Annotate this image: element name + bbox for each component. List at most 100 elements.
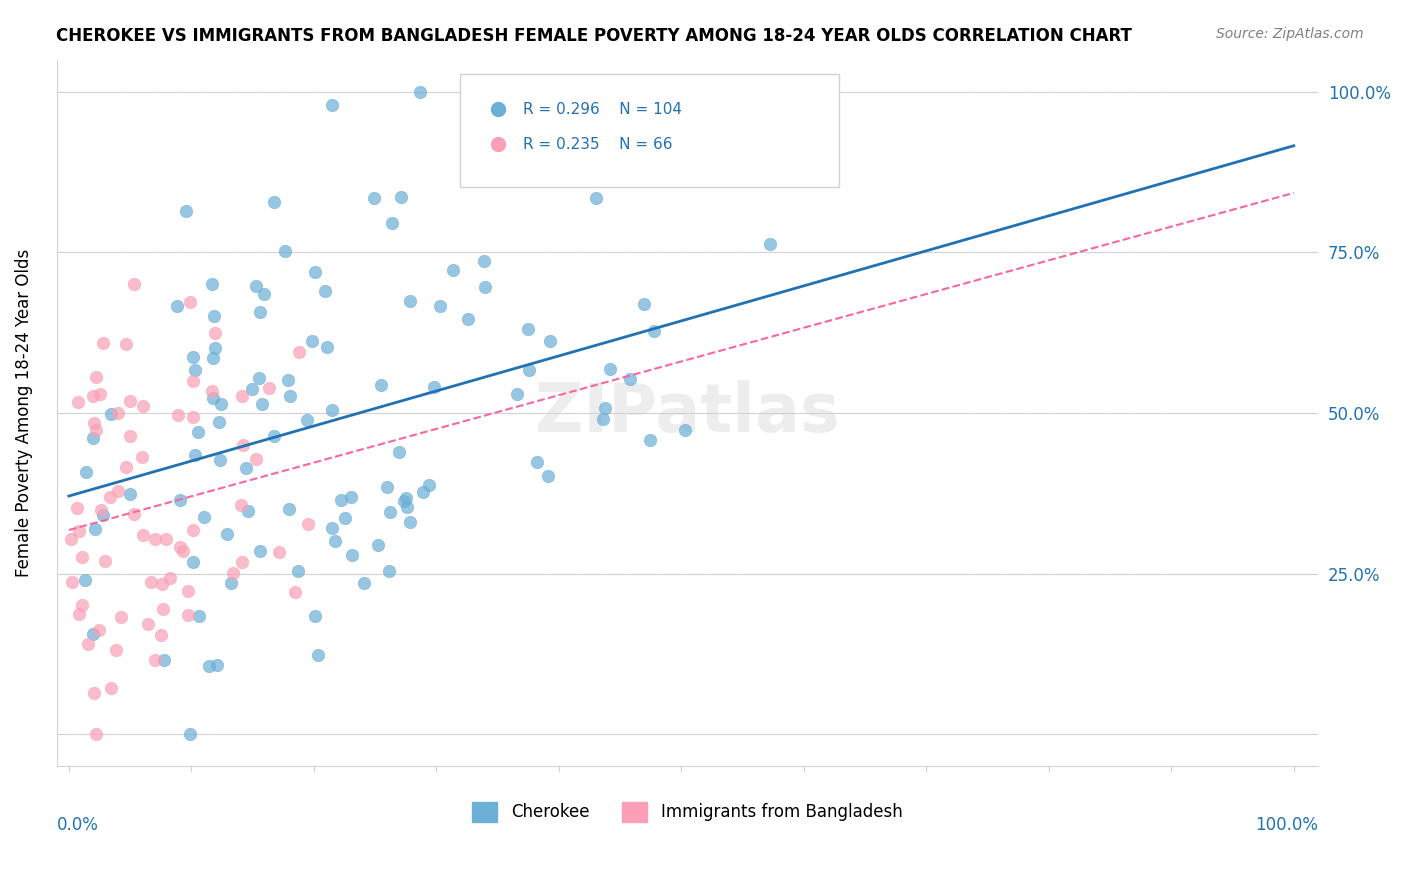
Point [378, 564, 401, 578]
Point [201, 277, 224, 292]
Point [304, 609, 326, 624]
Point [307, 648, 329, 662]
Point [198, 659, 221, 673]
Point [759, 236, 782, 251]
Point [169, 492, 191, 507]
Point [174, 204, 197, 219]
Point [84, 423, 107, 437]
Point [295, 413, 318, 427]
Point [486, 129, 509, 144]
Point [314, 285, 336, 299]
Point [122, 277, 145, 292]
Point [207, 657, 229, 672]
Point [75, 574, 97, 588]
Point [367, 538, 389, 552]
Point [145, 652, 167, 666]
Point [179, 727, 201, 741]
Text: 0.0%: 0.0% [56, 816, 98, 834]
Point [201, 392, 224, 406]
Point [333, 511, 356, 525]
Point [183, 410, 205, 425]
Point [370, 377, 392, 392]
Point [152, 602, 174, 616]
Point [67, 607, 90, 621]
Point [235, 461, 257, 475]
Point [457, 312, 479, 326]
Point [592, 412, 614, 426]
Point [263, 428, 285, 442]
Text: R = 0.235    N = 66: R = 0.235 N = 66 [523, 136, 673, 152]
Point [90, 503, 112, 517]
Point [181, 523, 204, 537]
Point [139, 575, 162, 590]
Point [392, 493, 415, 508]
Point [249, 305, 271, 319]
Point [643, 324, 665, 338]
Point [537, 157, 560, 171]
Point [131, 450, 153, 464]
Point [389, 189, 412, 203]
Point [105, 643, 128, 657]
Point [181, 555, 204, 569]
Point [399, 294, 422, 309]
Point [363, 191, 385, 205]
Point [120, 429, 142, 443]
Point [380, 505, 402, 519]
Point [215, 526, 238, 541]
Point [183, 375, 205, 389]
Point [418, 477, 440, 491]
Point [231, 389, 253, 403]
Point [536, 468, 558, 483]
Point [399, 515, 422, 529]
Point [188, 609, 211, 624]
Point [72, 598, 94, 612]
Point [82, 431, 104, 445]
Point [267, 544, 290, 558]
Legend: Cherokee, Immigrants from Bangladesh: Cherokee, Immigrants from Bangladesh [465, 795, 910, 829]
Point [472, 254, 495, 268]
Point [232, 438, 254, 452]
Point [84, 370, 107, 384]
Point [177, 583, 200, 598]
Point [67, 524, 90, 538]
Point [115, 460, 138, 475]
Point [93, 508, 115, 522]
Text: ZIPatlas: ZIPatlas [536, 380, 839, 446]
Point [82, 389, 104, 403]
Point [673, 423, 696, 437]
Point [287, 345, 309, 359]
Point [381, 216, 404, 230]
Point [219, 575, 242, 590]
Point [538, 334, 561, 349]
Point [441, 263, 464, 277]
Point [257, 381, 280, 395]
Point [506, 386, 529, 401]
Point [120, 487, 142, 501]
Point [231, 555, 253, 569]
Point [249, 544, 271, 558]
Point [342, 548, 364, 562]
Point [486, 161, 509, 176]
Point [474, 280, 496, 294]
Point [245, 279, 267, 293]
Point [516, 322, 538, 336]
Point [204, 341, 226, 355]
Point [247, 370, 270, 384]
Point [315, 340, 337, 354]
Point [633, 297, 655, 311]
Y-axis label: Female Poverty Among 18-24 Year Olds: Female Poverty Among 18-24 Year Olds [15, 249, 32, 577]
Point [619, 372, 641, 386]
Point [166, 299, 188, 313]
Point [204, 326, 226, 341]
Text: R = 0.296    N = 104: R = 0.296 N = 104 [523, 102, 682, 117]
Point [181, 350, 204, 364]
Point [114, 336, 136, 351]
Point [107, 483, 129, 498]
Point [209, 453, 232, 467]
Point [229, 498, 252, 512]
Text: Source: ZipAtlas.com: Source: ZipAtlas.com [1216, 27, 1364, 41]
Point [222, 566, 245, 581]
Point [186, 425, 208, 439]
Point [72, 549, 94, 564]
Point [179, 295, 201, 310]
